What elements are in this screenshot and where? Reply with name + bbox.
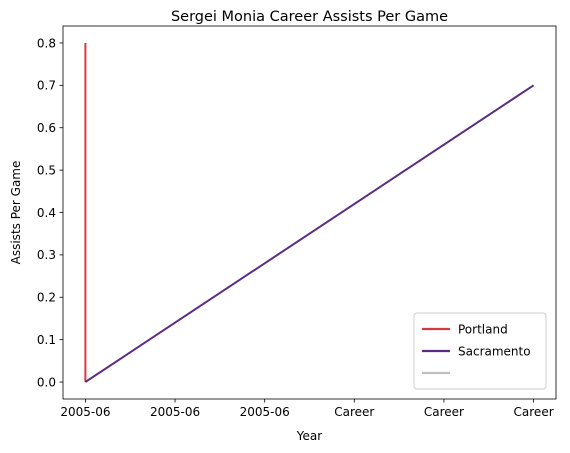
y-tick-label: 0.8 [37, 36, 56, 50]
legend-frame [413, 312, 547, 390]
x-tick-label: Career [334, 405, 374, 419]
x-tick-label: Career [514, 405, 554, 419]
y-tick-label: 0.6 [37, 121, 56, 135]
y-axis-label: Assists Per Game [9, 161, 23, 265]
y-tick-label: 0.1 [37, 333, 56, 347]
chart-title: Sergei Monia Career Assists Per Game [171, 9, 448, 25]
x-axis-label: Year [296, 429, 322, 443]
y-tick-label: 0.7 [37, 79, 56, 93]
legend-label: Sacramento [458, 344, 531, 358]
legend: Portland Sacramento [413, 312, 547, 390]
legend-label: Portland [458, 322, 508, 336]
x-tick-label: 2005-06 [60, 405, 110, 419]
x-tick-label: 2005-06 [240, 405, 290, 419]
x-tick-label: Career [424, 405, 464, 419]
plot-frame [62, 25, 557, 400]
y-tick-label: 0.4 [37, 206, 56, 220]
series-line-sacramento [84, 84, 535, 383]
tick-layer: 2005-06 2005-06 2005-06 Career Career Career 0… [37, 36, 554, 419]
y-tick-label: 0.0 [37, 375, 56, 389]
x-tick-label: 2005-06 [150, 405, 200, 419]
y-tick-label: 0.3 [37, 248, 56, 262]
y-tick-label: 0.5 [37, 163, 56, 177]
series-layer [84, 43, 535, 383]
y-tick-label: 0.2 [37, 291, 56, 305]
